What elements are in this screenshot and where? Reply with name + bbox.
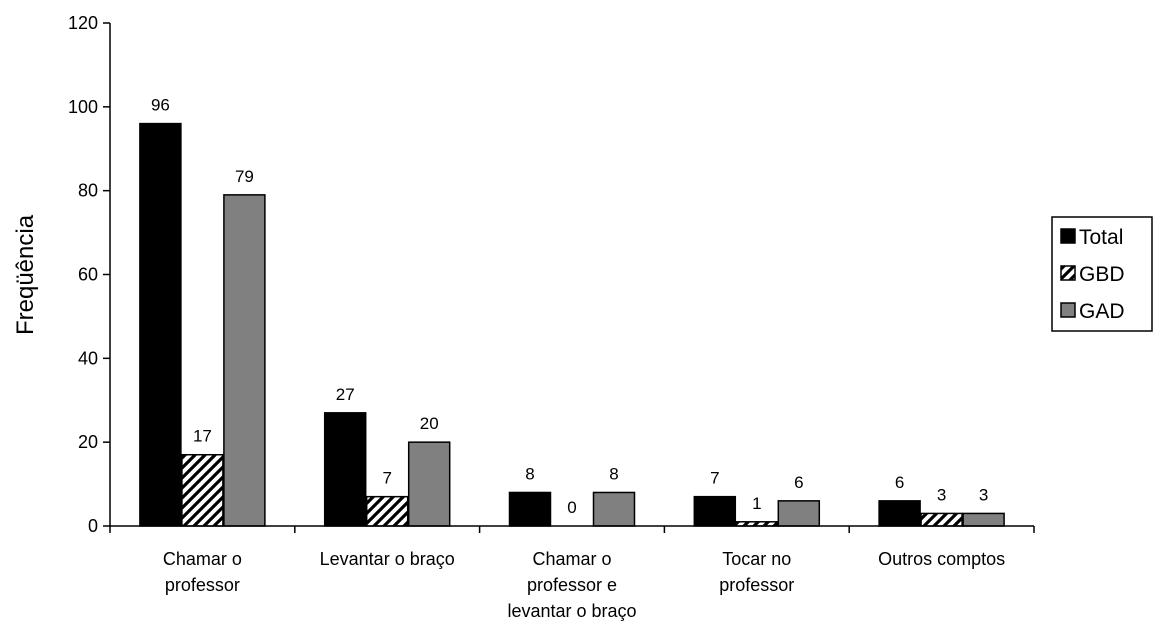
y-tick-label: 120 bbox=[68, 13, 98, 33]
legend: Total GBD GAD bbox=[1051, 216, 1153, 332]
data-label-gbd-3: 1 bbox=[752, 494, 761, 513]
legend-swatch-gad bbox=[1060, 302, 1076, 318]
y-tick-label: 0 bbox=[88, 516, 98, 536]
data-label-gad-2: 8 bbox=[609, 464, 618, 483]
bar-total-2 bbox=[508, 491, 552, 527]
data-label-gad-1: 20 bbox=[420, 414, 439, 433]
category-label-2: Chamar o professor e levantar o braço bbox=[507, 549, 636, 621]
data-labels: 96 27 8 7 6 17 7 0 1 3 79 20 8 6 3 bbox=[151, 96, 988, 517]
legend-label-gad: GAD bbox=[1079, 300, 1125, 323]
data-label-total-1: 27 bbox=[336, 385, 355, 404]
data-label-gbd-2: 0 bbox=[567, 498, 576, 517]
bar-gad-0 bbox=[223, 194, 266, 527]
data-label-gad-3: 6 bbox=[794, 473, 803, 492]
bar-total-0 bbox=[139, 122, 182, 527]
category-label-4: Outros comptos bbox=[878, 549, 1005, 569]
bar-gad-2 bbox=[592, 491, 636, 527]
bar-total-3 bbox=[693, 495, 737, 527]
data-label-total-4: 6 bbox=[895, 473, 904, 492]
bar-gad-4 bbox=[962, 512, 1005, 527]
bar-total-4 bbox=[878, 500, 921, 527]
data-label-gbd-0: 17 bbox=[193, 427, 212, 446]
bar-gbd-4 bbox=[920, 512, 963, 527]
y-tick-label: 40 bbox=[78, 348, 98, 368]
bar-gbd-1 bbox=[365, 495, 409, 527]
data-label-gbd-4: 3 bbox=[937, 485, 946, 504]
category-label-1: Levantar o braço bbox=[320, 549, 455, 569]
data-label-total-0: 96 bbox=[151, 96, 170, 115]
legend-swatch-total bbox=[1060, 228, 1076, 244]
legend-label-total: Total bbox=[1079, 226, 1123, 249]
y-axis-title: Freqüência bbox=[12, 214, 39, 335]
bar-gad-3 bbox=[777, 500, 821, 527]
y-tick-label: 20 bbox=[78, 432, 98, 452]
legend-label-gbd: GBD bbox=[1079, 263, 1125, 286]
data-label-gad-0: 79 bbox=[235, 167, 254, 186]
category-label-3: Tocar no professor bbox=[719, 549, 794, 595]
category-label-0: Chamar o professor bbox=[163, 549, 242, 595]
data-label-total-3: 7 bbox=[710, 469, 719, 488]
bar-gad-1 bbox=[407, 441, 451, 527]
bar-total-1 bbox=[323, 412, 367, 527]
bars-layer bbox=[139, 122, 1005, 527]
y-tick-label: 80 bbox=[78, 181, 98, 201]
category-labels: Chamar o professor Levantar o braço Chamar … bbox=[163, 549, 1005, 621]
bar-gbd-0 bbox=[181, 453, 224, 527]
y-tick-label: 60 bbox=[78, 265, 98, 285]
y-tick-label: 100 bbox=[68, 97, 98, 117]
data-label-gad-4: 3 bbox=[979, 485, 988, 504]
data-label-gbd-1: 7 bbox=[382, 469, 391, 488]
legend-swatch-gbd bbox=[1060, 265, 1076, 281]
data-label-total-2: 8 bbox=[525, 464, 534, 483]
